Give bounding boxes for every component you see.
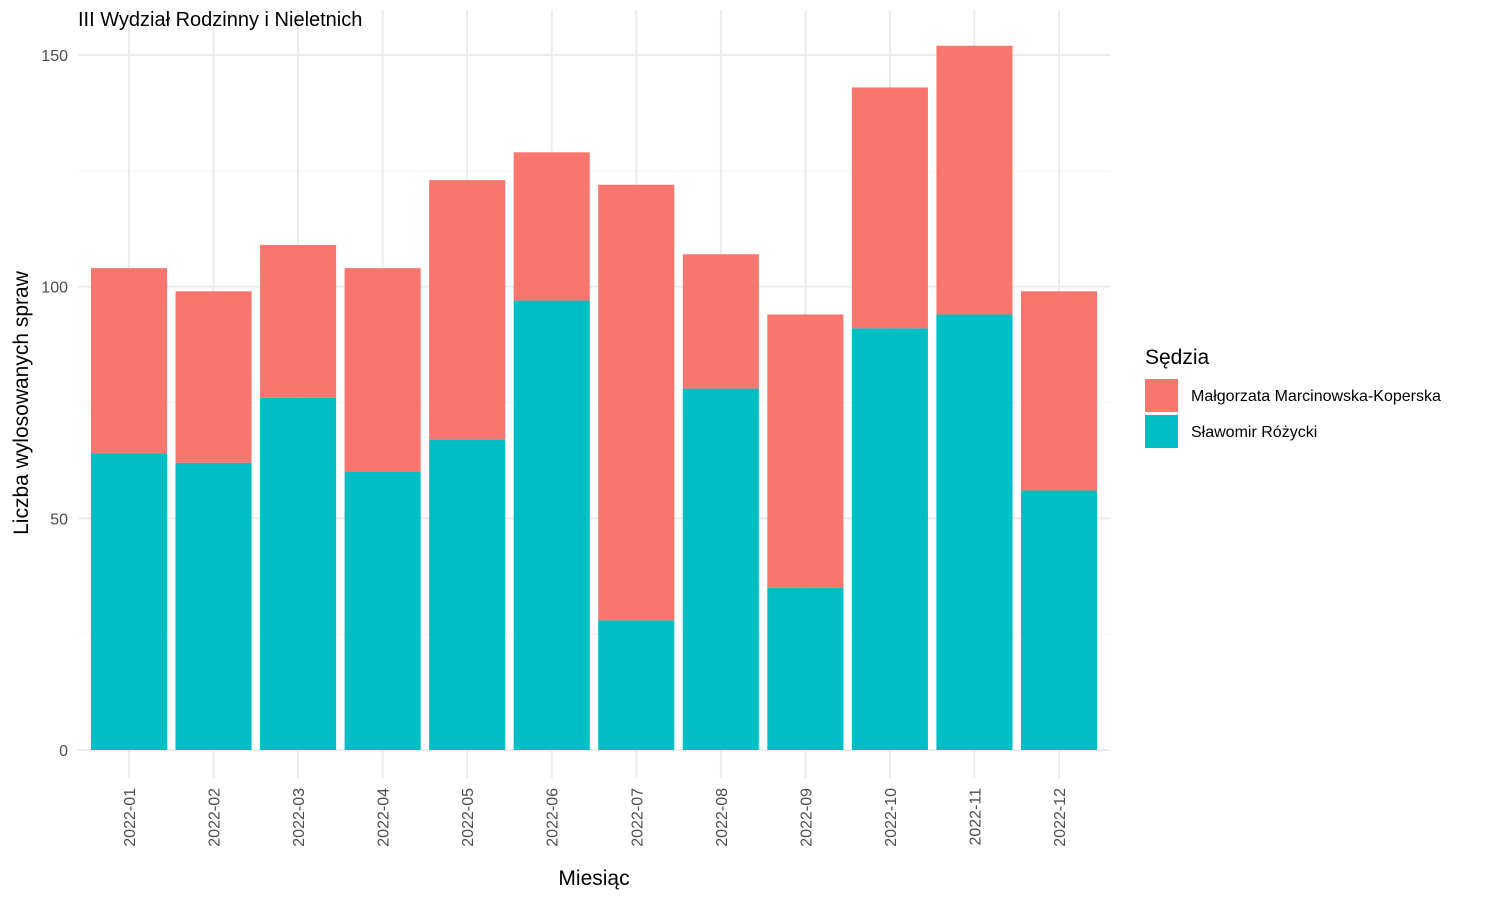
bar-segment <box>175 462 252 750</box>
x-tick-label: 2022-05 <box>460 788 477 847</box>
bar-segment <box>90 268 168 454</box>
bar-segment <box>1020 291 1098 491</box>
bar-segment <box>344 268 421 472</box>
y-axis-title: Liczba wylosowanych spraw <box>10 270 33 535</box>
legend-swatch <box>1145 415 1178 448</box>
legend-label: Małgorzata Marcinowska-Koperska <box>1191 388 1441 405</box>
x-tick-label: 2022-11 <box>967 788 984 846</box>
bar-segment <box>682 388 759 750</box>
x-tick-label: 2022-09 <box>798 788 815 847</box>
bar-segment <box>429 180 506 440</box>
x-tick-label: 2022-12 <box>1052 788 1069 847</box>
bar-segment <box>936 45 1013 315</box>
legend-label: Sławomir Różycki <box>1191 424 1317 441</box>
bars <box>90 45 1098 750</box>
bar-segment <box>598 620 675 750</box>
y-tick-label: 150 <box>41 48 68 65</box>
x-tick-label: 2022-08 <box>714 788 731 847</box>
bar-segment <box>260 397 337 750</box>
bar-segment <box>175 291 252 463</box>
x-tick-label: 2022-07 <box>629 788 646 847</box>
legend: Sędzia Małgorzata Marcinowska-Koperska Sł… <box>1145 346 1441 448</box>
chart-title: III Wydział Rodzinny i Nieletnich <box>78 9 362 31</box>
x-tick-label: 2022-10 <box>883 788 900 847</box>
x-tick-label: 2022-03 <box>291 788 308 847</box>
axes: 0 50 100 150 2022-01 2022-02 2022-03 2022-04 202… <box>41 48 1069 847</box>
bar-segment <box>851 328 928 750</box>
y-tick-label: 100 <box>41 280 68 297</box>
y-tick-label: 0 <box>59 743 68 760</box>
bar-segment <box>513 300 590 750</box>
x-tick-label: 2022-02 <box>207 788 224 847</box>
x-tick-label: 2022-01 <box>122 788 139 847</box>
bar-segment <box>513 152 590 301</box>
bar-segment <box>682 254 759 389</box>
x-tick-label: 2022-06 <box>545 788 562 847</box>
legend-swatch <box>1145 379 1178 412</box>
x-tick-label: 2022-04 <box>376 788 393 847</box>
bar-segment <box>767 587 844 750</box>
bar-segment <box>598 184 675 621</box>
y-tick-label: 50 <box>50 511 68 528</box>
bar-segment <box>344 472 421 750</box>
bar-segment <box>90 453 168 750</box>
bar-segment <box>429 439 506 750</box>
x-axis-title: Miesiąc <box>558 867 629 890</box>
bar-segment <box>1020 490 1098 750</box>
bar-segment <box>851 87 928 329</box>
bar-segment <box>936 314 1013 750</box>
legend-title: Sędzia <box>1145 346 1210 369</box>
bar-segment <box>767 314 844 588</box>
bar-segment <box>260 244 337 398</box>
